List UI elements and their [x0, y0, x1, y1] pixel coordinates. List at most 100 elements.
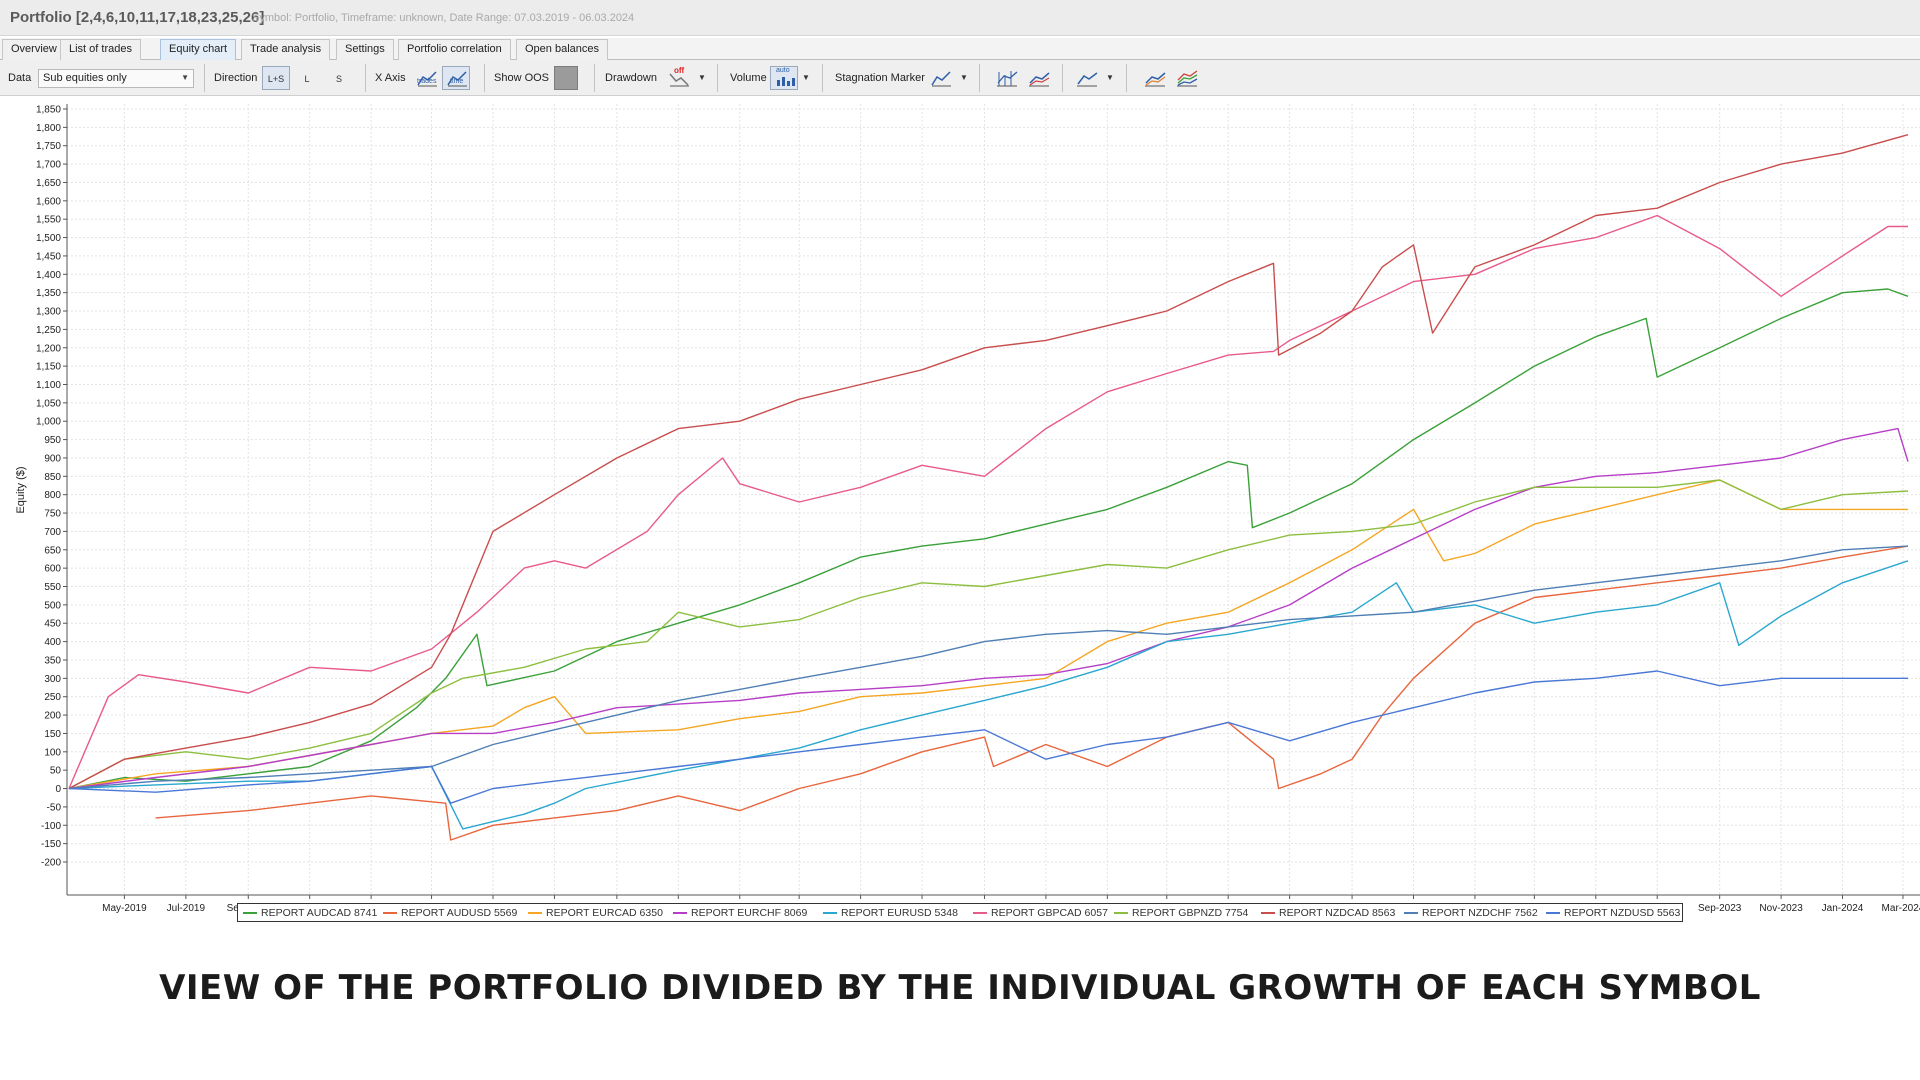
- series-line-report-audusd-5569: [155, 545, 1909, 841]
- y-tick-label: 100: [44, 747, 61, 758]
- window-subtitle: Symbol: Portfolio, Timeframe: unknown, D…: [252, 12, 635, 24]
- direction-short-button[interactable]: S: [335, 74, 342, 84]
- volume-button[interactable]: auto: [770, 66, 798, 90]
- x-tick-label: Sep-2023: [1698, 903, 1742, 914]
- tab-equity-chart[interactable]: Equity chart: [160, 39, 237, 60]
- stagnation-marker-button[interactable]: [926, 66, 954, 90]
- tab-settings[interactable]: Settings: [336, 39, 394, 60]
- drawdown-dropdown-icon[interactable]: ▼: [698, 73, 706, 82]
- toolbar-separator: [822, 64, 823, 92]
- toolbar-separator: [1062, 64, 1063, 92]
- y-tick-label: -100: [41, 821, 61, 832]
- toolbar-separator: [594, 64, 595, 92]
- y-tick-label: 300: [44, 674, 61, 685]
- legend-swatch: [528, 912, 542, 915]
- direction-long-short-button[interactable]: L+S: [262, 66, 290, 90]
- y-tick-label: 850: [44, 472, 61, 483]
- chart-option-button-4[interactable]: [1140, 66, 1168, 90]
- y-tick-label: 1,200: [36, 343, 61, 354]
- legend-swatch: [973, 912, 987, 915]
- chart-series: [68, 134, 1909, 841]
- x-axis-time-button[interactable]: time: [442, 66, 470, 90]
- chart-time-icon: [447, 71, 467, 87]
- direction-label: Direction: [214, 72, 258, 84]
- legend-label: REPORT NZDUSD 5563: [1564, 907, 1681, 919]
- y-tick-label: 1,650: [36, 178, 61, 189]
- y-tick-label: 1,550: [36, 215, 61, 226]
- y-tick-label: 800: [44, 490, 61, 501]
- drawdown-label: Drawdown: [605, 72, 657, 84]
- volume-dropdown-icon[interactable]: ▼: [802, 73, 810, 82]
- y-tick-label: 1,100: [36, 380, 61, 391]
- legend-swatch: [823, 912, 837, 915]
- series-line-report-audcad-8741: [68, 288, 1909, 790]
- chart-trades-icon: [417, 71, 437, 87]
- y-tick-label: 200: [44, 711, 61, 722]
- toolbar-separator: [979, 64, 980, 92]
- x-axis-trades-text: trades: [417, 78, 437, 85]
- y-tick-label: -50: [47, 802, 62, 813]
- chart-option-button-2[interactable]: [1024, 66, 1052, 90]
- legend-item: REPORT AUDUSD 5569: [383, 907, 517, 919]
- tab-portfolio-correlation[interactable]: Portfolio correlation: [398, 39, 511, 60]
- legend-swatch: [1261, 912, 1275, 915]
- series-line-report-eurchf-8069: [68, 427, 1909, 790]
- y-tick-label: 50: [50, 766, 62, 777]
- y-tick-label: 750: [44, 509, 61, 520]
- x-tick-label: Jan-2024: [1822, 903, 1864, 914]
- legend-swatch: [1546, 912, 1560, 915]
- stagnation-marker-label: Stagnation Marker: [835, 72, 925, 84]
- page-caption: VIEW OF THE PORTFOLIO DIVIDED BY THE IND…: [159, 968, 1761, 1008]
- legend-swatch: [383, 912, 397, 915]
- y-tick-label: 0: [55, 784, 61, 795]
- x-axis-label: X Axis: [375, 72, 406, 84]
- legend-item: REPORT EURCAD 6350: [528, 907, 663, 919]
- legend-item: REPORT EURUSD 5348: [823, 907, 958, 919]
- tab-list-of-trades[interactable]: List of trades: [60, 39, 141, 60]
- tab-trade-analysis[interactable]: Trade analysis: [241, 39, 331, 60]
- legend-label: REPORT EURCHF 8069: [691, 907, 808, 919]
- y-tick-label: 650: [44, 545, 61, 556]
- legend-label: REPORT EURUSD 5348: [841, 907, 958, 919]
- stagnation-dropdown-icon[interactable]: ▼: [960, 73, 968, 82]
- y-tick-label: 400: [44, 637, 61, 648]
- chart-option-button-3[interactable]: [1072, 66, 1100, 90]
- direction-long-button[interactable]: L: [304, 74, 310, 84]
- y-tick-label: 600: [44, 564, 61, 575]
- y-tick-label: 1,350: [36, 288, 61, 299]
- window-titlebar: Portfolio [2,4,6,10,11,17,18,23,25,26] S…: [0, 0, 1920, 36]
- chart-stagnation-icon: [931, 71, 951, 87]
- show-oos-toggle[interactable]: [554, 66, 578, 90]
- toolbar-separator: [1126, 64, 1127, 92]
- y-tick-label: -150: [41, 839, 61, 850]
- chart-volume-icon: [777, 77, 795, 86]
- y-tick-label: 1,000: [36, 417, 61, 428]
- series-line-report-eurcad-6350: [68, 479, 1908, 790]
- data-select[interactable]: Sub equities only ▼: [38, 69, 194, 88]
- toolbar-separator: [365, 64, 366, 92]
- chart-toolbar: Data Sub equities only ▼ Direction L+S L…: [0, 60, 1920, 96]
- toolbar-separator: [484, 64, 485, 92]
- drawdown-state-text: off: [674, 66, 685, 75]
- legend-item: REPORT AUDCAD 8741: [243, 907, 377, 919]
- y-tick-label: 900: [44, 453, 61, 464]
- chart-option-dropdown-icon[interactable]: ▼: [1106, 73, 1114, 82]
- y-tick-label: 700: [44, 527, 61, 538]
- chart-multi-series-icon: [1177, 70, 1198, 87]
- tab-overview[interactable]: Overview: [2, 39, 66, 60]
- tab-open-balances[interactable]: Open balances: [516, 39, 608, 60]
- volume-state-text: auto: [776, 67, 790, 74]
- show-oos-label: Show OOS: [494, 72, 550, 84]
- legend-label: REPORT EURCAD 6350: [546, 907, 663, 919]
- y-tick-label: 1,800: [36, 123, 61, 134]
- x-axis-trades-button[interactable]: trades: [412, 66, 440, 90]
- y-tick-label: 450: [44, 619, 61, 630]
- legend-label: REPORT GBPCAD 6057: [991, 907, 1108, 919]
- chart-option-button-5[interactable]: [1172, 66, 1200, 90]
- series-line-report-nzdcad-8563: [68, 134, 1909, 790]
- chart-option-button-1[interactable]: [992, 66, 1020, 90]
- y-tick-label: 1,250: [36, 325, 61, 336]
- chart-drawdown-icon: [669, 73, 689, 87]
- legend-label: REPORT NZDCHF 7562: [1422, 907, 1538, 919]
- drawdown-button[interactable]: off: [664, 66, 692, 90]
